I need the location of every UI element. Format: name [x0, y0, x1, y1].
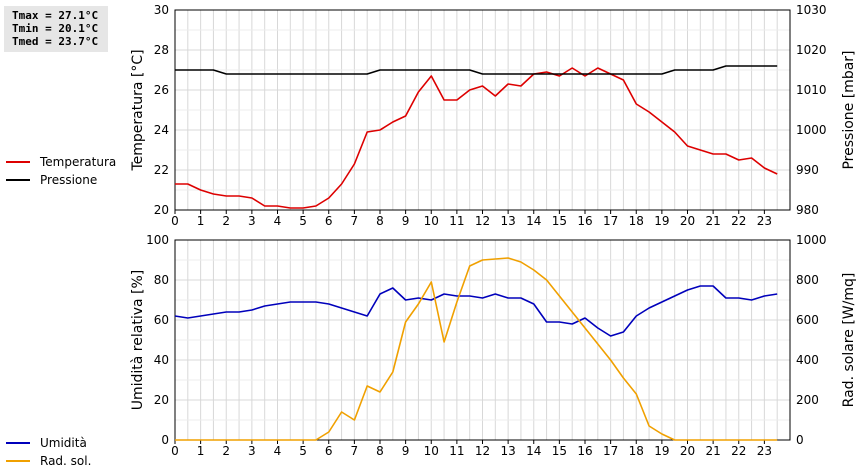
x-tick-label: 1 [197, 214, 205, 228]
y2-tick-label: 1000 [796, 233, 827, 247]
x-tick-label: 14 [526, 444, 541, 458]
series-line-pressione [175, 65, 778, 75]
y2-tick-label: 980 [796, 203, 819, 217]
y-tick-label: 22 [154, 163, 169, 177]
series-line-temperatura [175, 67, 778, 209]
y2-tick-label: 600 [796, 313, 819, 327]
x-tick-label: 2 [222, 214, 230, 228]
y-tick-label: 100 [146, 233, 169, 247]
x-tick-label: 15 [552, 444, 567, 458]
x-tick-label: 16 [577, 444, 592, 458]
legend-item-temperature: Temperatura [6, 153, 116, 171]
charts-canvas: 0 1 2 3 4 5 6 7 8 9 10 11 12 13 14 15 16 17 18 19 20 21 22 2320… [130, 3, 857, 458]
x-tick-label: 2 [222, 444, 230, 458]
y-axis-title: Temperatura [°C] [130, 49, 146, 171]
y2-tick-label: 400 [796, 353, 819, 367]
y2-tick-label: 1010 [796, 83, 827, 97]
y2-axis-title: Pressione [mbar] [841, 50, 857, 169]
x-tick-label: 8 [376, 444, 384, 458]
x-tick-label: 6 [325, 444, 333, 458]
x-tick-label: 21 [705, 444, 720, 458]
y2-tick-label: 200 [796, 393, 819, 407]
y-tick-label: 26 [154, 83, 169, 97]
x-tick-label: 13 [500, 214, 515, 228]
x-tick-label: 12 [475, 214, 490, 228]
x-tick-label: 19 [654, 214, 669, 228]
x-tick-label: 19 [654, 444, 669, 458]
y-tick-label: 28 [154, 43, 169, 57]
legend-label-temperature: Temperatura [40, 155, 117, 169]
x-tick-label: 10 [424, 214, 439, 228]
x-tick-label: 6 [325, 214, 333, 228]
x-tick-label: 20 [680, 214, 695, 228]
legend-top: Temperatura Pressione [6, 153, 116, 189]
x-tick-label: 3 [248, 214, 256, 228]
y2-axis-title: Rad. solare [W/mq] [841, 273, 857, 408]
x-tick-label: 9 [402, 214, 410, 228]
tmin-text: Tmin = 20.1°C [12, 22, 99, 35]
x-tick-label: 3 [248, 444, 256, 458]
x-tick-label: 22 [731, 444, 746, 458]
y-tick-label: 20 [154, 203, 169, 217]
y-tick-label: 80 [154, 273, 169, 287]
x-tick-label: 21 [705, 214, 720, 228]
x-tick-label: 5 [299, 444, 307, 458]
x-tick-label: 5 [299, 214, 307, 228]
y2-tick-label: 990 [796, 163, 819, 177]
legend-swatch-temperature [6, 161, 30, 163]
x-tick-label: 20 [680, 444, 695, 458]
x-tick-label: 4 [274, 214, 282, 228]
y2-tick-label: 1030 [796, 3, 827, 17]
y2-tick-label: 800 [796, 273, 819, 287]
x-tick-label: 0 [171, 214, 179, 228]
stats-box: Tmax = 27.1°C Tmin = 20.1°C Tmed = 23.7°… [4, 6, 108, 52]
x-tick-label: 18 [629, 444, 644, 458]
x-tick-label: 18 [629, 214, 644, 228]
legend-swatch-radiation [6, 460, 30, 462]
x-tick-label: 22 [731, 214, 746, 228]
legend-swatch-pressure [6, 179, 30, 181]
tmax-text: Tmax = 27.1°C [12, 9, 99, 22]
y-tick-label: 24 [154, 123, 169, 137]
tmed-text: Tmed = 23.7°C [12, 35, 99, 48]
series-line-rad-sol [175, 257, 778, 441]
y2-tick-label: 1020 [796, 43, 827, 57]
x-tick-label: 14 [526, 214, 541, 228]
x-tick-label: 13 [500, 444, 515, 458]
x-tick-label: 23 [757, 214, 772, 228]
legend-swatch-humidity [6, 442, 30, 444]
y-tick-label: 30 [154, 3, 169, 17]
x-tick-label: 15 [552, 214, 567, 228]
x-tick-label: 12 [475, 444, 490, 458]
y-tick-label: 0 [161, 433, 169, 447]
x-tick-label: 9 [402, 444, 410, 458]
x-tick-label: 1 [197, 444, 205, 458]
y2-tick-label: 1000 [796, 123, 827, 137]
y-tick-label: 40 [154, 353, 169, 367]
legend-label-humidity: Umidità [40, 436, 87, 450]
x-tick-label: 4 [274, 444, 282, 458]
y-tick-label: 60 [154, 313, 169, 327]
x-tick-label: 11 [449, 444, 464, 458]
y-axis-title: Umidità relativa [%] [130, 270, 146, 411]
y-tick-label: 20 [154, 393, 169, 407]
x-tick-label: 16 [577, 214, 592, 228]
x-tick-label: 17 [603, 444, 618, 458]
x-tick-label: 7 [351, 214, 359, 228]
x-tick-label: 7 [351, 444, 359, 458]
legend-item-humidity: Umidità [6, 434, 91, 452]
x-tick-label: 8 [376, 214, 384, 228]
y2-tick-label: 0 [796, 433, 804, 447]
x-tick-label: 23 [757, 444, 772, 458]
legend-item-pressure: Pressione [6, 171, 116, 189]
legend-label-pressure: Pressione [40, 173, 98, 187]
x-tick-label: 17 [603, 214, 618, 228]
x-tick-label: 0 [171, 444, 179, 458]
series-line-umidit [174, 285, 778, 337]
x-tick-label: 11 [449, 214, 464, 228]
x-tick-label: 10 [424, 444, 439, 458]
